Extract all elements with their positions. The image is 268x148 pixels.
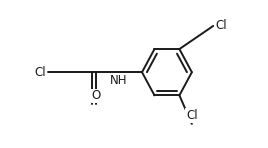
Text: Cl: Cl bbox=[215, 19, 227, 32]
Text: Cl: Cl bbox=[34, 66, 46, 79]
Text: Cl: Cl bbox=[186, 109, 198, 122]
Text: NH: NH bbox=[110, 74, 128, 87]
Text: O: O bbox=[91, 90, 100, 102]
